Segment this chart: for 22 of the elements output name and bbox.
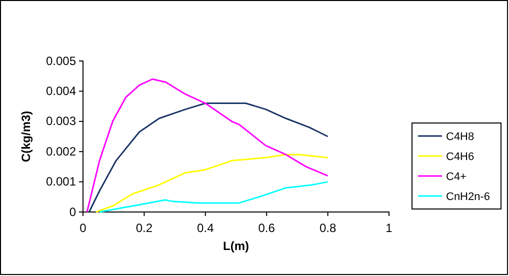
legend-label: C4H8 [446,131,474,143]
line-series [95,154,329,213]
legend-label: CnH2n-6 [446,191,490,203]
y-tick-label: 0.002 [46,144,76,158]
legend-label: C4H6 [446,151,474,163]
x-tick-label: 0.8 [319,221,336,236]
legend-label: C4+ [446,171,466,183]
line-series [98,181,329,213]
y-tick-label: 0.004 [46,84,76,98]
line-series [86,78,329,213]
y-tick-label: 0.005 [46,54,76,68]
y-tick-label: 0 [69,204,76,219]
y-axis-title: C(kg/m3) [19,110,33,162]
y-tick-label: 0.003 [46,114,76,128]
line-series [88,102,329,213]
x-tick-label: 0.2 [136,221,153,236]
x-tick-label: 0.4 [197,221,214,236]
y-tick-label: 0.001 [46,174,76,189]
x-axis-title: L(m) [223,239,249,253]
x-tick-label: 0.6 [258,221,276,236]
x-tick-label: 0 [80,221,87,236]
x-tick-label: 1 [386,221,393,236]
